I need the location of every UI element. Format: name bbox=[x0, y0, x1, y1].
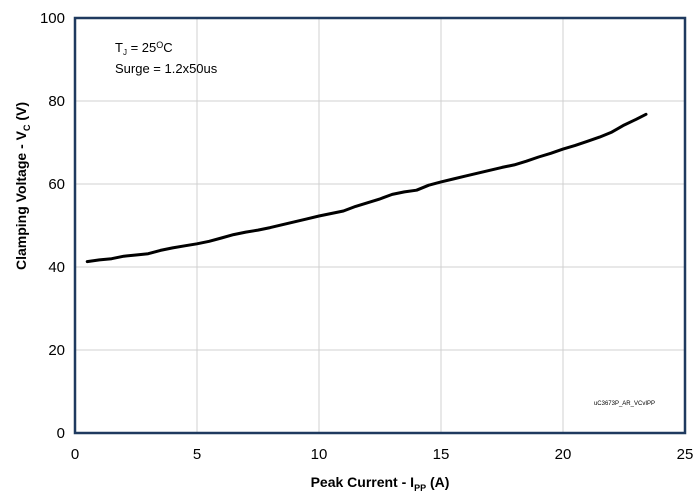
annotation-surge: Surge = 1.2x50us bbox=[115, 61, 218, 76]
grid-lines bbox=[75, 18, 685, 433]
x-tick-label-0: 0 bbox=[71, 446, 79, 463]
annotation-figure-id: uC3673P_AR_VCvIPP bbox=[594, 401, 655, 407]
y-tick-label-60: 60 bbox=[48, 176, 65, 193]
x-axis-title: Peak Current - IPP (A) bbox=[311, 474, 450, 493]
x-tick-label-15: 15 bbox=[433, 446, 450, 463]
x-tick-label-10: 10 bbox=[311, 446, 328, 463]
x-tick-label-5: 5 bbox=[193, 446, 201, 463]
tick-labels: 0 5 10 15 20 25 0 20 40 60 80 100 bbox=[40, 10, 693, 463]
y-tick-label-20: 20 bbox=[48, 342, 65, 359]
y-tick-label-80: 80 bbox=[48, 93, 65, 110]
y-axis-title: Clamping Voltage - VC (V) bbox=[13, 102, 32, 270]
y-axis-title-subscript: C bbox=[22, 124, 32, 131]
y-tick-label-0: 0 bbox=[57, 425, 65, 442]
x-tick-label-20: 20 bbox=[555, 446, 572, 463]
x-tick-label-25: 25 bbox=[677, 446, 694, 463]
plot-frame bbox=[73, 16, 687, 435]
y-tick-label-40: 40 bbox=[48, 259, 65, 276]
x-axis-title-subscript: PP bbox=[414, 483, 426, 493]
series-line-clamping-voltage bbox=[85, 112, 648, 264]
annotation-temperature: TJ = 25OC bbox=[115, 40, 173, 57]
y-tick-label-100: 100 bbox=[40, 10, 65, 27]
